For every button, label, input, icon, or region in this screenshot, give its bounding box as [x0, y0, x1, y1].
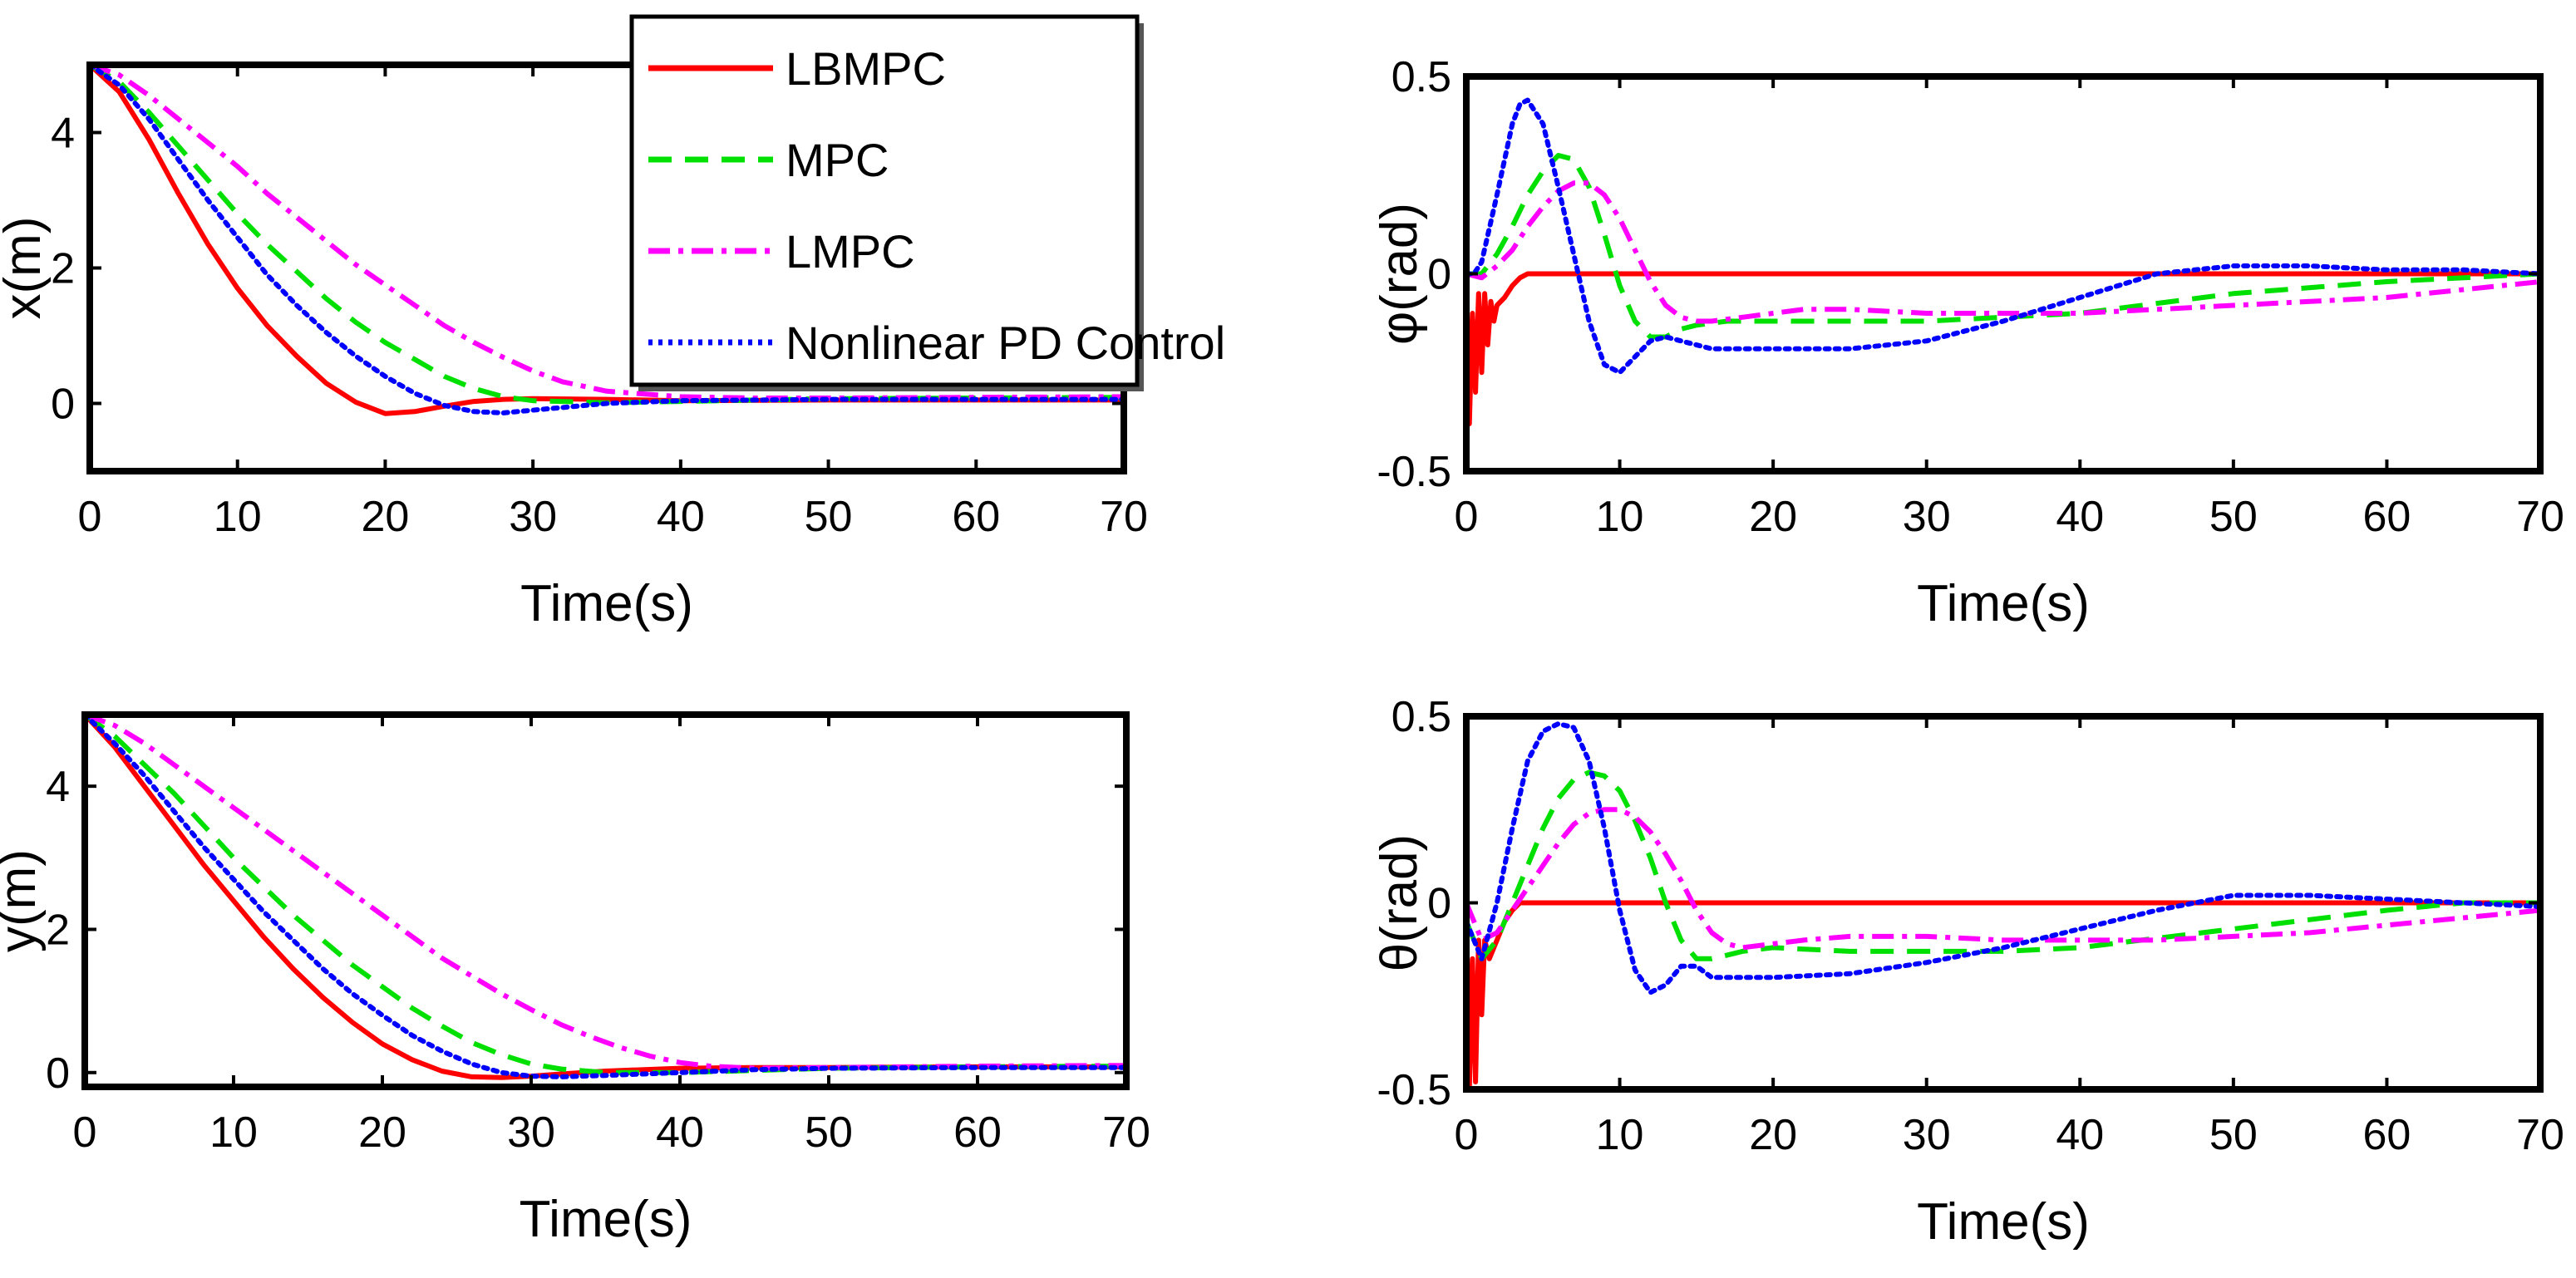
y-tick-label: -0.5	[1377, 1066, 1451, 1114]
x-tick-label: 50	[805, 1108, 853, 1157]
y-tick-label: 2	[51, 245, 75, 293]
axes-box	[81, 711, 1130, 1090]
x-tick-label: 40	[2056, 493, 2104, 541]
y-axis-label: y(m)	[0, 849, 47, 952]
legend-box	[629, 14, 1140, 387]
x-tick-label: 30	[509, 493, 557, 541]
series-line-lmpc	[1466, 180, 2540, 324]
x-axis-label: Time(s)	[1917, 1193, 2090, 1251]
y-axis-label: x(m)	[0, 217, 52, 320]
series-group	[90, 65, 1124, 416]
y-tick-label: 4	[46, 763, 70, 811]
series-line-lmpc	[1466, 807, 2540, 951]
x-tick-label: 0	[78, 493, 102, 541]
x-tick-label: 60	[2363, 493, 2411, 541]
y-axis-label: φ(rad)	[1371, 203, 1428, 345]
x-tick-label: 10	[1596, 493, 1644, 541]
y-tick-label: 2	[46, 906, 70, 954]
x-axis-label: Time(s)	[520, 575, 693, 632]
series-line-lmpc	[85, 715, 1126, 1071]
x-tick-label: 10	[209, 1108, 258, 1157]
x-tick-label: 40	[657, 493, 705, 541]
series-line-mpc	[90, 65, 1124, 406]
x-tick-label: 70	[2516, 1111, 2564, 1159]
x-tick-label: 50	[805, 493, 853, 541]
x-tick-label: 30	[507, 1108, 555, 1157]
series-line-mpc	[1466, 153, 2540, 340]
x-tick-label: 70	[1100, 493, 1148, 541]
x-tick-label: 0	[1455, 1111, 1479, 1159]
series-line-lbmpc	[85, 715, 1126, 1080]
legend-label: LBMPC	[786, 42, 946, 95]
x-tick-label: 30	[1903, 1111, 1951, 1159]
y-tick-label: 0	[1427, 251, 1451, 299]
x-tick-label: 70	[1102, 1108, 1150, 1157]
y-tick-label: 0	[51, 381, 75, 429]
series-line-mpc	[1466, 769, 2540, 961]
x-tick-label: 10	[214, 493, 262, 541]
series-line-nonlinear-pd-control	[1466, 97, 2540, 376]
y-tick-label: 0.5	[1391, 693, 1451, 741]
x-tick-label: 70	[2516, 493, 2564, 541]
x-tick-label: 60	[952, 493, 1000, 541]
x-tick-label: 10	[1596, 1111, 1644, 1159]
series-line-lbmpc	[1466, 271, 2540, 426]
x-tick-label: 60	[953, 1108, 1002, 1157]
series-group	[1466, 721, 2540, 1089]
series-group	[1466, 97, 2540, 426]
panel-y: 0 10 20 30 40 50 60 70 0 2 4 Time(s) y(m)	[0, 711, 1150, 1248]
y-tick-label: 0	[46, 1049, 70, 1098]
legend-label: MPC	[786, 134, 889, 186]
legend-label: Nonlinear PD Control	[786, 317, 1225, 369]
x-tick-label: 50	[2209, 1111, 2258, 1159]
legend: LBMPC MPC LMPC Nonlinear PD Control	[629, 14, 1225, 391]
y-tick-label: 0	[1427, 880, 1451, 928]
series-line-mpc	[85, 715, 1126, 1075]
y-tick-label: -0.5	[1377, 448, 1451, 496]
series-line-nonlinear-pd-control	[1466, 721, 2540, 995]
y-tick-label: 0.5	[1391, 53, 1451, 101]
panel-x: 0 10 20 30 40 50 60 70 0 2 4 Time(s) x(m)	[0, 61, 1148, 632]
x-tick-label: 20	[362, 493, 410, 541]
series-line-nonlinear-pd-control	[85, 715, 1126, 1079]
x-axis-label: Time(s)	[520, 1191, 692, 1248]
y-tick-label: 4	[51, 110, 75, 158]
x-tick-label: 0	[73, 1108, 97, 1157]
x-tick-label: 30	[1903, 493, 1951, 541]
x-tick-label: 50	[2209, 493, 2258, 541]
x-tick-label: 20	[1749, 1111, 1797, 1159]
x-tick-label: 40	[656, 1108, 704, 1157]
x-tick-label: 20	[1749, 493, 1797, 541]
y-axis-label: θ(rad)	[1371, 834, 1428, 971]
legend-label: LMPC	[786, 225, 915, 278]
series-line-lmpc	[90, 65, 1124, 401]
x-tick-label: 40	[2056, 1111, 2104, 1159]
series-line-nonlinear-pd-control	[90, 65, 1124, 415]
x-tick-label: 20	[358, 1108, 406, 1157]
x-axis-label: Time(s)	[1917, 575, 2090, 632]
x-tick-label: 0	[1455, 493, 1479, 541]
series-group	[85, 715, 1126, 1080]
x-tick-label: 60	[2363, 1111, 2411, 1159]
